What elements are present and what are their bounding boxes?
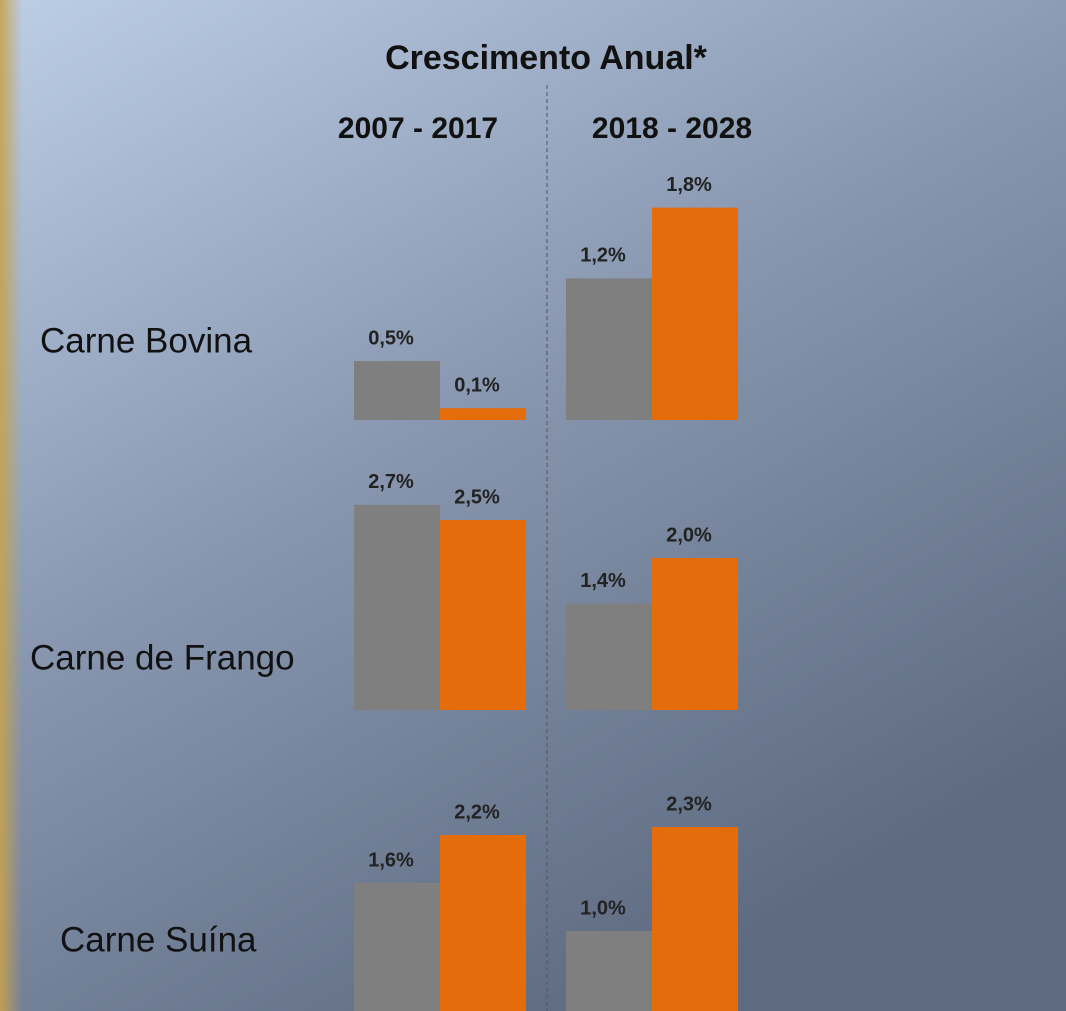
value-label: 1,8% [666, 174, 712, 196]
bar [440, 408, 526, 420]
bar [652, 207, 738, 420]
value-label: 2,0% [666, 524, 712, 546]
category-label: Carne Suína [60, 920, 257, 959]
value-label: 2,3% [666, 793, 712, 815]
background-edge [0, 0, 22, 1011]
bar [354, 361, 440, 420]
panel-subtitle: 2018 - 2028 [592, 112, 752, 145]
chart-title: Crescimento Anual* [385, 39, 708, 77]
value-label: 2,2% [454, 801, 500, 823]
bar [652, 827, 738, 1011]
bar [652, 558, 738, 710]
value-label: 1,2% [580, 245, 626, 267]
bar [354, 504, 440, 710]
value-label: 1,4% [580, 570, 626, 592]
bar [354, 883, 440, 1011]
category-label: Carne de Frango [30, 638, 295, 677]
bar [566, 603, 652, 710]
value-label: 2,7% [368, 471, 414, 493]
panel-subtitle: 2007 - 2017 [338, 112, 498, 145]
value-label: 0,5% [368, 327, 414, 349]
bar [440, 520, 526, 710]
value-label: 1,6% [368, 849, 414, 871]
bar [566, 278, 652, 420]
value-label: 1,0% [580, 897, 626, 919]
bar [566, 931, 652, 1011]
bar [440, 835, 526, 1011]
value-label: 2,5% [454, 486, 500, 508]
value-label: 0,1% [454, 374, 500, 396]
category-label: Carne Bovina [40, 321, 253, 360]
